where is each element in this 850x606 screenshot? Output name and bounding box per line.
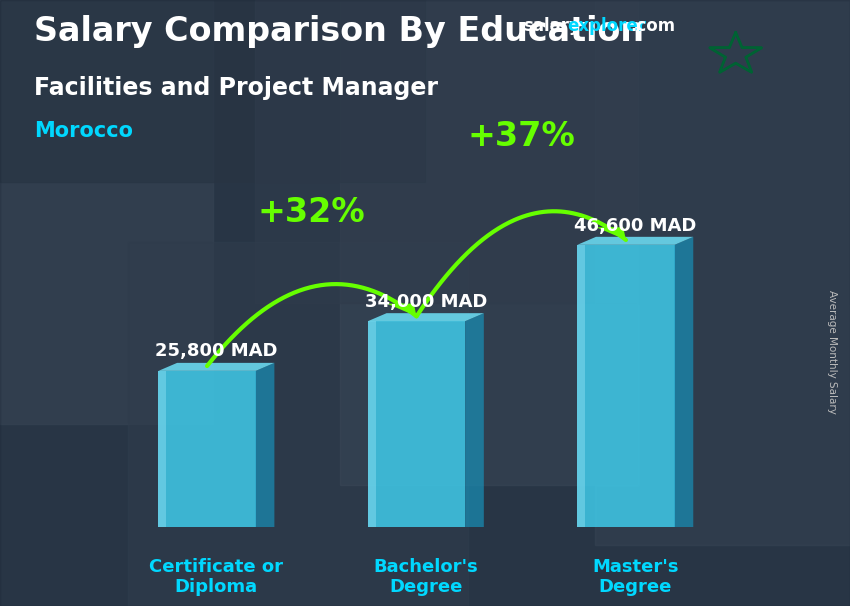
Text: Bachelor's
Degree: Bachelor's Degree	[373, 558, 479, 596]
Text: Morocco: Morocco	[34, 121, 133, 141]
Polygon shape	[577, 237, 694, 245]
Bar	[128, 242, 468, 606]
Polygon shape	[577, 245, 675, 527]
Text: Average Monthly Salary: Average Monthly Salary	[827, 290, 837, 413]
Bar	[255, 0, 850, 303]
Text: 34,000 MAD: 34,000 MAD	[365, 293, 487, 311]
Polygon shape	[597, 227, 626, 240]
Polygon shape	[256, 363, 275, 527]
Polygon shape	[465, 313, 484, 527]
Polygon shape	[368, 313, 484, 321]
Polygon shape	[158, 363, 275, 371]
Polygon shape	[675, 237, 694, 527]
Bar	[340, 0, 638, 485]
Bar	[0, 0, 425, 182]
Text: explorer: explorer	[567, 17, 646, 35]
Bar	[595, 0, 850, 545]
Bar	[0, 0, 212, 424]
Polygon shape	[368, 321, 465, 527]
Text: +32%: +32%	[258, 196, 366, 229]
Text: Certificate or
Diploma: Certificate or Diploma	[150, 558, 283, 596]
Text: .com: .com	[631, 17, 676, 35]
Polygon shape	[158, 371, 256, 527]
Text: +37%: +37%	[468, 120, 575, 153]
Text: Master's
Degree: Master's Degree	[592, 558, 678, 596]
Polygon shape	[387, 304, 416, 316]
Text: Facilities and Project Manager: Facilities and Project Manager	[34, 76, 438, 100]
Text: salary: salary	[523, 17, 580, 35]
Polygon shape	[158, 371, 167, 527]
Text: Salary Comparison By Education: Salary Comparison By Education	[34, 15, 644, 48]
Polygon shape	[368, 321, 376, 527]
Text: 25,800 MAD: 25,800 MAD	[156, 342, 278, 360]
Polygon shape	[577, 245, 585, 527]
Text: 46,600 MAD: 46,600 MAD	[574, 217, 696, 235]
